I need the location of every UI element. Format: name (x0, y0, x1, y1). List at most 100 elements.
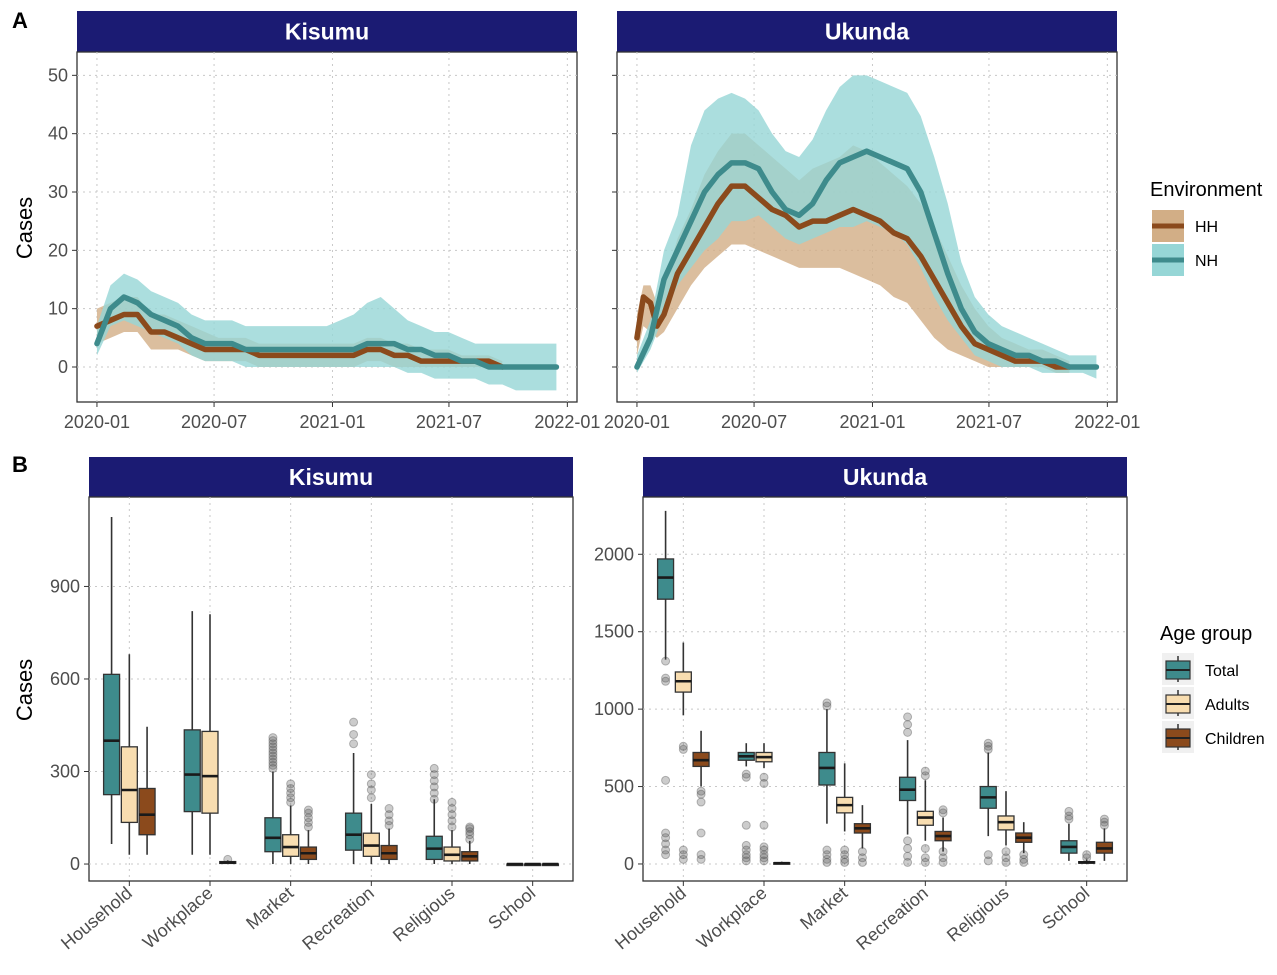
outlier-point (1064, 814, 1074, 824)
y-tick-label: 0 (70, 854, 80, 874)
y-axis-title-a: Cases (12, 197, 37, 259)
outlier-point (1019, 857, 1029, 867)
outlier-point (384, 804, 394, 814)
outlier-point (268, 751, 278, 761)
x-tick-label: Recreation (852, 883, 932, 954)
outlier-point (429, 770, 439, 780)
x-tick-label: 2021-07 (956, 412, 1022, 432)
outlier-point (938, 805, 948, 815)
x-tick-label: Recreation (298, 883, 378, 954)
outlier-point (741, 769, 751, 779)
y-tick-label: 20 (48, 240, 68, 260)
box-body (264, 817, 282, 853)
outlier-point (268, 739, 278, 749)
outlier-point (857, 853, 867, 863)
box-children-market (853, 805, 872, 867)
outlier-point (465, 824, 475, 834)
outlier-point (822, 854, 832, 864)
box-children-workplace (219, 854, 237, 865)
box-total-household (656, 510, 675, 860)
outlier-point (920, 853, 930, 863)
y-tick-label: 2000 (594, 544, 634, 564)
outlier-point (822, 698, 832, 708)
box-body (201, 730, 219, 814)
box-adults-household (120, 654, 138, 855)
outlier-point (759, 842, 769, 852)
outlier-point (759, 845, 769, 855)
outlier-point (903, 712, 913, 722)
outlier-point (268, 754, 278, 764)
legend-key-children (1162, 721, 1194, 753)
x-tick-label: Workplace (139, 883, 217, 953)
panel-border (88, 496, 574, 882)
outlier-point (286, 783, 296, 793)
box-children-recreation (934, 805, 952, 867)
series-line-hh (634, 183, 1073, 370)
box-children-household (692, 730, 710, 864)
legend-key-adults (1162, 687, 1194, 719)
legend-key-total (1162, 653, 1194, 685)
y-tick-label: 10 (48, 299, 68, 319)
x-tick-label: 2021-01 (299, 412, 365, 432)
y-tick-label: 300 (50, 762, 80, 782)
panel-border (76, 51, 578, 403)
outlier-point (920, 771, 930, 781)
outlier-point (429, 782, 439, 792)
outlier-point (661, 850, 671, 860)
outlier-point (366, 785, 376, 795)
outlier-point (429, 763, 439, 773)
outlier-point (303, 817, 313, 827)
box-adults-school (1078, 850, 1096, 864)
y-tick-label: 1000 (594, 699, 634, 719)
outlier-point (366, 793, 376, 803)
outlier-point (1064, 806, 1074, 816)
box-body (656, 558, 675, 600)
panel-strip (643, 457, 1127, 497)
outlier-point (759, 772, 769, 782)
box-total-market (818, 698, 836, 867)
outlier-point (349, 717, 359, 727)
outlier-point (938, 808, 948, 818)
panel-title: Ukunda (825, 19, 910, 45)
outlier-point (920, 766, 930, 776)
box-adults-market (836, 763, 854, 867)
outlier-point (1001, 847, 1011, 857)
box-body (138, 787, 156, 836)
panel-title: Kisumu (285, 19, 369, 45)
box-children-religious (461, 822, 479, 865)
outlier-point (303, 813, 313, 823)
x-tick-label: 2020-01 (604, 412, 670, 432)
outlier-point (384, 810, 394, 820)
outlier-point (983, 856, 993, 866)
box-adults-workplace (201, 614, 219, 855)
panel-strip (89, 457, 573, 497)
y-axis-title-b: Cases (12, 659, 37, 721)
x-tick-label: School (484, 883, 539, 934)
outlier-point (840, 845, 850, 855)
y-tick-label: 0 (624, 854, 634, 874)
outlier-point (840, 854, 850, 864)
outlier-point (447, 797, 457, 807)
outlier-point (741, 820, 751, 830)
panel-border (642, 496, 1128, 882)
chart-b-ukunda: Ukunda 0 500 1000 1500 2000 Household Workplace… (594, 457, 1128, 954)
outlier-point (366, 779, 376, 789)
outlier-point (661, 676, 671, 686)
box-body (183, 729, 201, 813)
box-adults-market (282, 779, 300, 865)
outlier-point (1001, 857, 1011, 867)
x-tick-label: 2020-07 (721, 412, 787, 432)
box-body (282, 834, 300, 857)
outlier-point (741, 856, 751, 866)
y-tick-label: 900 (50, 576, 80, 596)
outlier-point (465, 827, 475, 837)
legend-age-group: Age group Total Adults Children (1160, 623, 1265, 753)
panel-letter-b: B (12, 452, 28, 477)
y-tick-label: 0 (58, 357, 68, 377)
outlier-point (678, 854, 688, 864)
x-tick-label: Religious (943, 883, 1013, 946)
outlier-point (759, 856, 769, 866)
outlier-point (903, 843, 913, 853)
panel-border (616, 51, 1118, 403)
box-adults-recreation (916, 766, 934, 867)
